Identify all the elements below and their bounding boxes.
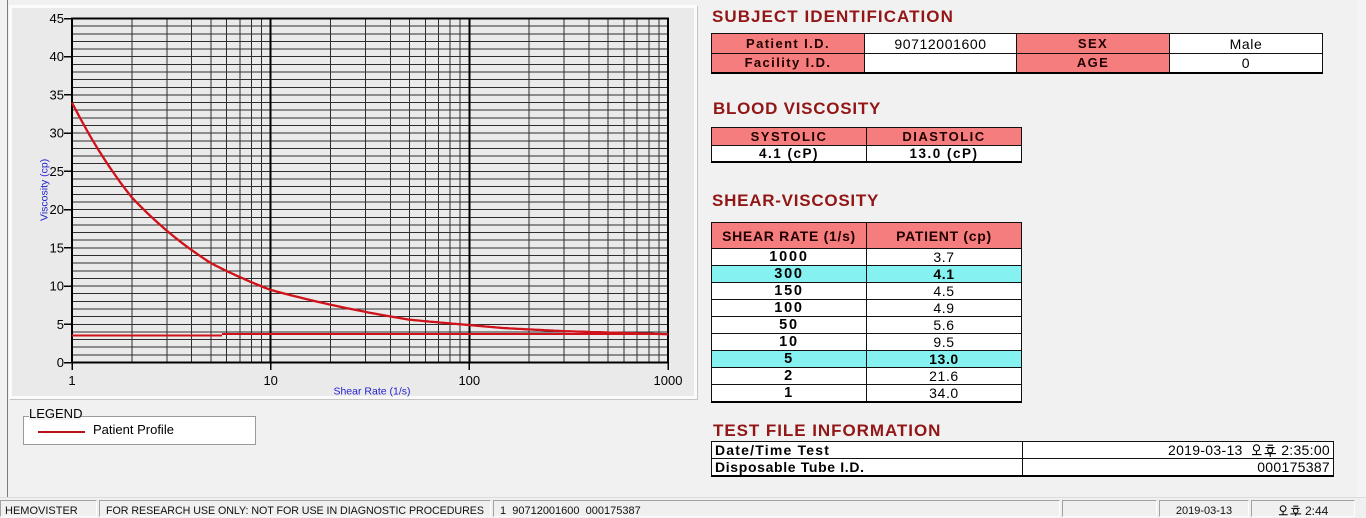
svg-text:30: 30 — [50, 126, 64, 141]
svg-text:Viscosity (cp): Viscosity (cp) — [39, 159, 51, 221]
svg-text:1: 1 — [68, 373, 75, 388]
svg-text:Shear Rate (1/s): Shear Rate (1/s) — [333, 386, 410, 398]
svg-text:45: 45 — [50, 11, 64, 26]
svg-text:25: 25 — [50, 164, 64, 179]
svg-text:100: 100 — [458, 373, 480, 388]
svg-text:10: 10 — [50, 279, 64, 294]
svg-text:15: 15 — [50, 240, 64, 255]
svg-text:20: 20 — [50, 202, 64, 217]
svg-text:35: 35 — [50, 87, 64, 102]
svg-text:0: 0 — [57, 355, 64, 370]
svg-text:40: 40 — [50, 49, 64, 64]
svg-text:1000: 1000 — [654, 373, 683, 388]
svg-text:5: 5 — [57, 317, 64, 332]
svg-text:10: 10 — [263, 373, 277, 388]
